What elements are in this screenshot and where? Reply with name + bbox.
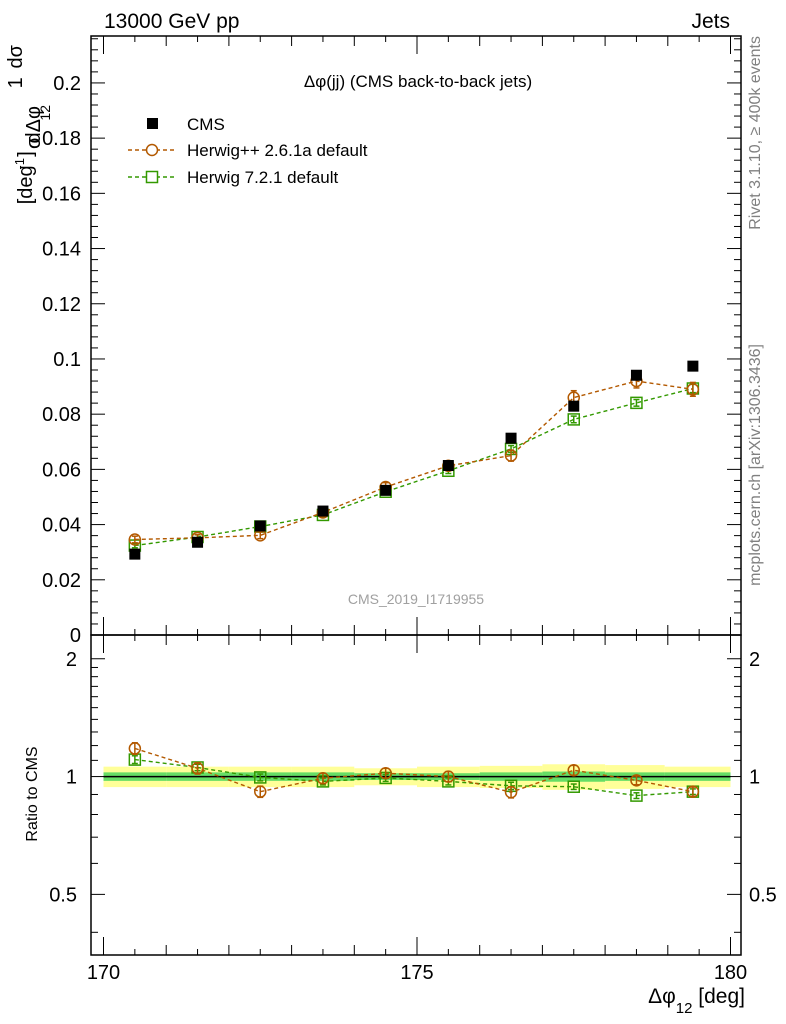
main-panel: Δφ(jj) (CMS back-to-back jets) CMS_2019_… [42,35,742,647]
y-tick-label: 0.12 [42,294,81,316]
herwig7-point [630,396,643,410]
y-tick-label: 0.16 [42,183,81,205]
analysis-watermark: CMS_2019_I1719955 [348,591,484,607]
ratio-herwig7-line [134,758,693,797]
cms-data-point [380,484,392,496]
herwig7-point [567,413,580,426]
cms-data-point [687,360,699,372]
ratio-y-tick-label: 1 [66,767,77,789]
y-tick-label: 0.02 [42,570,81,592]
ratio-herwigpp-point [254,785,267,798]
cms-data-point [442,460,454,472]
ratio-herwigpp-point [686,785,700,798]
legend: CMS Herwig++ 2.6.1a default Herwig 7.2.1… [128,115,368,187]
y-tick-label: 0 [70,625,81,647]
ratio-herwigpp-line [134,747,694,793]
herwig7-line [134,387,694,547]
cms-data-point [505,432,517,444]
header-process-label: Jets [691,10,730,33]
ratio-herwigpp-point [191,762,204,775]
y-tick-label: 0.14 [42,239,81,261]
cms-data-point [568,400,580,412]
ratio-herwig7-point [254,771,267,784]
cms-data-point [192,536,204,548]
ratio-herwigpp-point [630,774,643,787]
ratio-herwigpp-point [567,763,580,777]
legend-label-herwig7: Herwig 7.2.1 default [187,168,338,187]
legend-marker-herwigpp [145,143,159,157]
y-tick-label: 0.08 [42,404,81,426]
cms-data-point [630,369,642,381]
header-energy-label: 13000 GeV pp [104,10,239,33]
ratio-y-tick-label: 0.5 [49,884,77,906]
svg-text:Δφ12 [deg]: Δφ12 [deg] [648,985,745,1017]
herwigpp-line [134,380,693,541]
ratio-herwigpp-point [316,772,330,785]
ratio-herwigpp-point [128,742,142,755]
y-tick-label: 0.04 [42,515,81,537]
ratio-herwigpp-point [442,770,455,783]
cms-data-point [129,548,141,560]
ratio-y-tick-label-right: 2 [749,649,760,671]
legend-marker-cms [147,118,158,129]
mcplots-reference-label: mcplots.cern.ch [arXiv:1306.3436] [747,344,764,586]
ratio-herwigpp-point [504,785,518,799]
ratio-herwigpp-point [379,766,392,780]
ratio-plot-frame [90,634,742,956]
svg-text:1 dσ σ dΔφ: 1 dσ σ dΔφ 12 [deg -1 ] [5,39,55,204]
ratio-herwig7-point [567,780,580,793]
herwigpp-point [686,383,700,396]
rivet-version-label: Rivet 3.1.10, ≥ 400k events [747,36,764,230]
ratio-y-axis-label: Ratio to CMS [24,746,41,841]
legend-label-herwigpp: Herwig++ 2.6.1a default [187,141,368,160]
cms-data-point [317,505,329,517]
x-tick-label: 175 [400,962,433,984]
herwigpp-point [128,533,142,546]
y-tick-label: 0.1 [53,349,81,371]
ratio-herwig7-point [630,789,643,802]
ratio-panel: 170 175 180 0.5 0.5 1 1 2 2 [49,634,777,984]
main-plot-title: Δφ(jj) (CMS back-to-back jets) [304,72,532,91]
y-tick-label: 0.06 [42,459,81,481]
x-axis-label: Δφ12 [deg] [648,985,745,1017]
cms-data-point [254,520,266,532]
ratio-y-tick-label-right: 0.5 [749,884,777,906]
legend-label-cms: CMS [187,115,225,134]
legend-marker-herwig7 [145,170,159,184]
x-tick-label: 170 [87,962,120,984]
y-tick-label: 0.2 [53,73,81,95]
ratio-y-tick-label-right: 1 [749,767,760,789]
ratio-y-tick-label: 2 [66,649,77,671]
x-tick-label: 180 [714,962,747,984]
main-y-axis-label: 1 dσ σ dΔφ 12 [deg -1 ] [5,39,55,204]
herwigpp-point [504,449,518,462]
y-tick-label: 0.18 [42,128,81,150]
